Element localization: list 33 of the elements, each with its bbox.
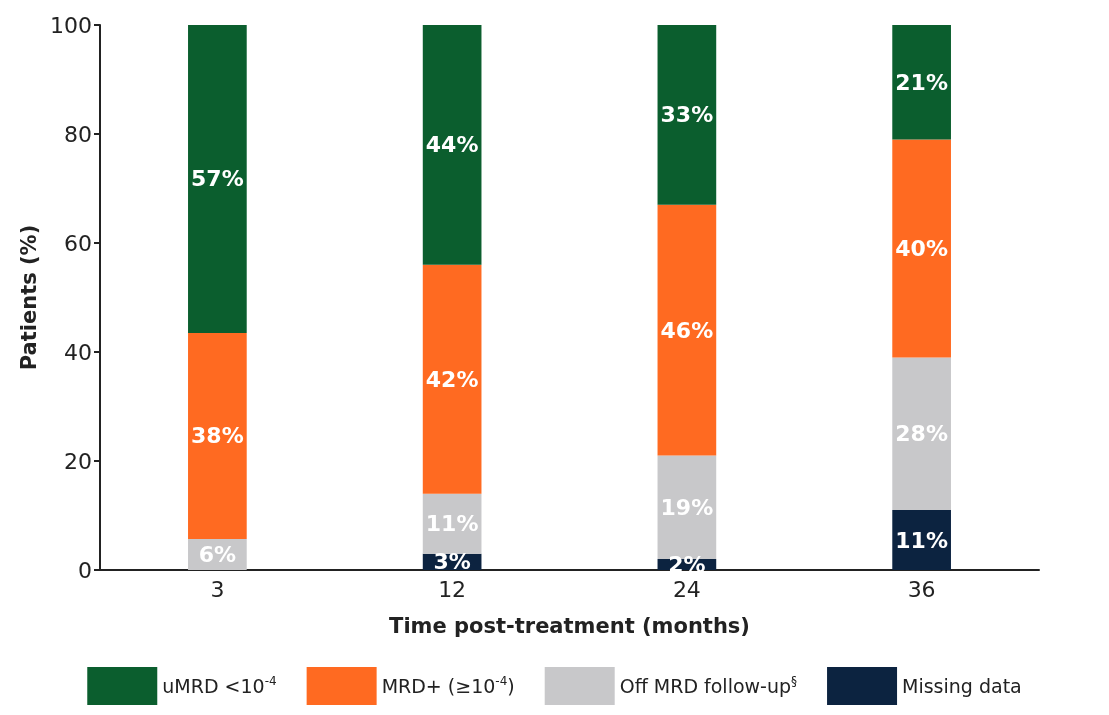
data-label: 40%	[895, 235, 948, 261]
data-label: 44%	[425, 132, 479, 158]
data-label: 33%	[660, 102, 714, 128]
data-label: 46%	[660, 317, 714, 343]
x-tick-label: 24	[672, 576, 701, 602]
bar	[188, 25, 247, 333]
legend-label: Off MRD follow-up§	[619, 674, 798, 697]
x-tick-label: 12	[438, 576, 467, 602]
y-axis-title: Patients (%)	[16, 224, 41, 371]
data-label: 11%	[895, 527, 948, 553]
bar	[892, 139, 951, 358]
y-tick-label: 100	[50, 12, 92, 38]
data-label: 42%	[425, 366, 479, 392]
y-tick-label: 20	[64, 448, 92, 474]
y-tick-label: 40	[64, 339, 92, 365]
data-label: 3%	[433, 549, 471, 575]
bar	[892, 357, 951, 511]
legend-label: Missing data	[902, 675, 1022, 697]
bar	[188, 332, 247, 539]
bar	[657, 25, 717, 205]
y-tick-label: 80	[64, 121, 92, 147]
y-tick-label: 0	[78, 557, 92, 583]
x-tick-label: 36	[907, 576, 936, 602]
data-label: 57%	[191, 166, 244, 192]
data-label: 38%	[191, 423, 244, 449]
bar	[422, 264, 482, 494]
bar	[422, 25, 482, 265]
y-tick-label: 60	[64, 230, 92, 256]
bar	[892, 25, 951, 140]
data-label: 21%	[895, 69, 948, 95]
x-axis-title: Time post-treatment (months)	[389, 613, 750, 638]
x-tick-label: 3	[210, 576, 225, 602]
bar	[657, 204, 717, 456]
